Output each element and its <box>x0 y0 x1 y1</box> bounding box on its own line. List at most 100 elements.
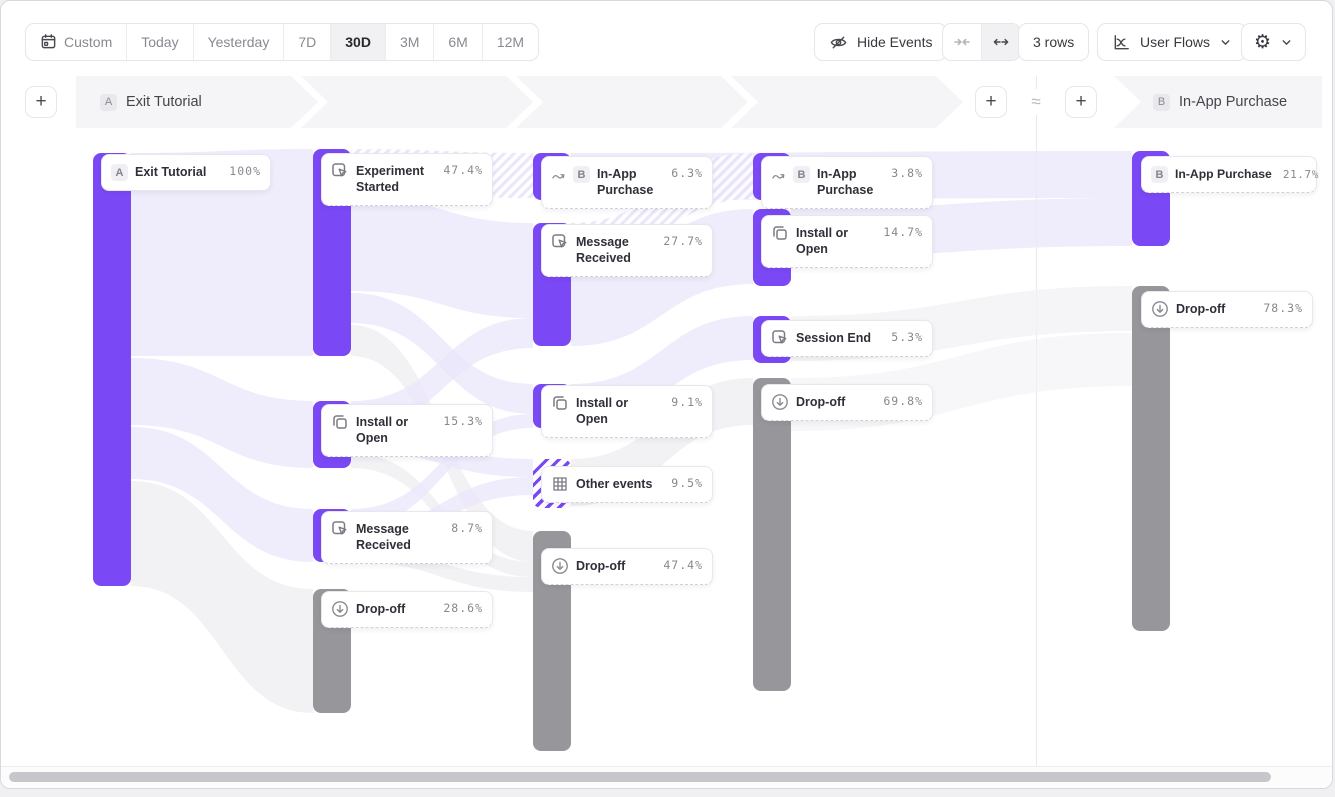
horizontal-scrollbar-track[interactable] <box>1 766 1332 788</box>
rows-label: 3 rows <box>1033 34 1075 50</box>
date-range-today[interactable]: Today <box>127 24 194 60</box>
width-toggle-group <box>942 23 1021 61</box>
node-percent: 5.3% <box>891 330 923 344</box>
date-range-yesterday[interactable]: Yesterday <box>194 24 285 60</box>
dropoff-icon <box>1151 300 1169 318</box>
flow-node-card-message-received[interactable]: Message Received 27.7% <box>541 224 713 277</box>
add-step-goal-button[interactable]: + <box>1065 86 1097 118</box>
date-range-30d[interactable]: 30D <box>331 24 386 60</box>
node-label: Drop-off <box>1176 302 1226 316</box>
flow-node-card-goal-in-app-purchase[interactable]: B In-App Purchase 21.7% <box>1141 156 1319 193</box>
hide-events-button[interactable]: Hide Events <box>814 23 948 61</box>
click-event-icon <box>771 329 789 347</box>
node-bar-exit-tutorial[interactable] <box>93 153 131 586</box>
node-percent: 100% <box>229 164 261 178</box>
node-label: Install or Open <box>576 396 629 427</box>
view-selector-label: User Flows <box>1140 34 1211 50</box>
flow-node-card-other-events[interactable]: Other events 9.5% <box>541 466 713 503</box>
variant-a-badge: A <box>100 93 117 111</box>
date-range-selector: Custom Today Yesterday 7D 30D 3M 6M 12M <box>25 23 540 61</box>
flow-node-card-message-received[interactable]: Message Received 8.7% <box>321 511 493 564</box>
dropoff-icon <box>331 600 349 618</box>
click-event-icon <box>331 520 349 538</box>
flow-a-header[interactable]: A Exit Tutorial <box>100 76 202 128</box>
indirect-path-icon <box>551 168 566 183</box>
date-range-3m[interactable]: 3M <box>386 24 435 60</box>
flow-b-header[interactable]: B In-App Purchase <box>1153 76 1287 128</box>
date-range-label: 6M <box>448 34 468 50</box>
date-range-custom[interactable]: Custom <box>26 24 128 60</box>
settings-button[interactable]: ⚙ <box>1241 23 1307 61</box>
node-label: Message Received <box>356 522 411 553</box>
copy-event-icon <box>771 224 789 242</box>
node-label: Exit Tutorial <box>135 165 207 179</box>
add-step-before-button[interactable]: + <box>25 86 57 118</box>
node-label: Install or Open <box>356 415 409 446</box>
toolbar: Custom Today Yesterday 7D 30D 3M 6M 12M … <box>1 1 1332 76</box>
flow-node-card-install-or-open[interactable]: Install or Open 15.3% <box>321 404 493 457</box>
copy-event-icon <box>551 394 569 412</box>
node-label: Other events <box>576 477 653 491</box>
flow-node-card-in-app-purchase[interactable]: B In-App Purchase 3.8% <box>761 156 933 209</box>
node-percent: 47.4% <box>443 163 483 177</box>
node-percent: 27.7% <box>663 234 703 248</box>
flow-node-card-dropoff[interactable]: Drop-off 47.4% <box>541 548 713 585</box>
node-bar-dropoff[interactable] <box>753 378 791 691</box>
view-selector-button[interactable]: User Flows <box>1097 23 1248 61</box>
node-label: Drop-off <box>356 602 406 616</box>
node-label: In-App Purchase <box>1175 166 1272 181</box>
flow-node-card-experiment-started[interactable]: Experiment Started 47.4% <box>321 153 493 206</box>
rows-button[interactable]: 3 rows <box>1018 23 1090 61</box>
flow-node-card-exit-tutorial[interactable]: A Exit Tutorial 100% <box>101 154 271 191</box>
dropoff-icon <box>771 393 789 411</box>
date-range-label: 30D <box>345 34 371 50</box>
flow-b-chevron-band <box>1114 76 1322 128</box>
flow-node-card-dropoff[interactable]: Drop-off 28.6% <box>321 591 493 628</box>
flow-node-card-session-end[interactable]: Session End 5.3% <box>761 320 933 357</box>
date-range-label: 3M <box>399 34 420 50</box>
flow-node-card-install-or-open[interactable]: Install or Open 14.7% <box>761 215 933 268</box>
node-percent: 47.4% <box>663 558 703 572</box>
flow-a-chevron-band <box>76 76 963 128</box>
date-range-label: Custom <box>64 34 113 50</box>
add-step-end-button[interactable]: + <box>975 86 1007 118</box>
date-range-12m[interactable]: 12M <box>483 24 538 60</box>
node-percent: 21.7% <box>1282 168 1319 181</box>
date-range-label: Today <box>141 34 179 50</box>
approx-symbol: ≈ <box>1022 89 1050 115</box>
node-percent: 69.8% <box>883 394 923 408</box>
expand-columns-button[interactable] <box>982 24 1020 60</box>
node-percent: 8.7% <box>451 521 483 535</box>
node-percent: 78.3% <box>1263 301 1303 315</box>
date-range-label: 12M <box>496 34 525 50</box>
gear-icon: ⚙ <box>1254 30 1272 53</box>
node-label: Drop-off <box>796 395 846 409</box>
node-label: Experiment Started <box>356 164 425 195</box>
node-label: In-App Purchase <box>597 167 654 198</box>
node-percent: 15.3% <box>443 414 483 428</box>
collapse-columns-button[interactable] <box>943 24 982 60</box>
flow-node-card-dropoff[interactable]: Drop-off 69.8% <box>761 384 933 421</box>
flow-node-card-goal-dropoff[interactable]: Drop-off 78.3% <box>1141 291 1313 328</box>
click-event-icon <box>331 162 349 180</box>
variant-b-badge: B <box>1151 166 1168 183</box>
node-percent: 28.6% <box>443 601 483 615</box>
panel-divider <box>1036 76 1037 768</box>
node-percent: 14.7% <box>883 225 923 239</box>
indirect-path-icon <box>771 168 786 183</box>
node-label: Message Received <box>576 235 631 266</box>
variant-a-badge: A <box>111 164 128 181</box>
date-range-7d[interactable]: 7D <box>284 24 332 60</box>
flow-node-card-in-app-purchase[interactable]: B In-App Purchase 6.3% <box>541 156 713 209</box>
node-percent: 3.8% <box>891 166 923 180</box>
node-bar-goal-dropoff[interactable] <box>1132 286 1170 631</box>
flow-a-title: Exit Tutorial <box>126 94 202 110</box>
flow-node-card-install-or-open[interactable]: Install or Open 9.1% <box>541 385 713 438</box>
node-label: Install or Open <box>796 226 849 257</box>
variant-b-badge: B <box>793 166 810 183</box>
date-range-6m[interactable]: 6M <box>434 24 483 60</box>
date-range-label: Yesterday <box>207 34 270 50</box>
horizontal-scrollbar-thumb[interactable] <box>9 772 1271 782</box>
grid-events-icon <box>551 475 569 493</box>
